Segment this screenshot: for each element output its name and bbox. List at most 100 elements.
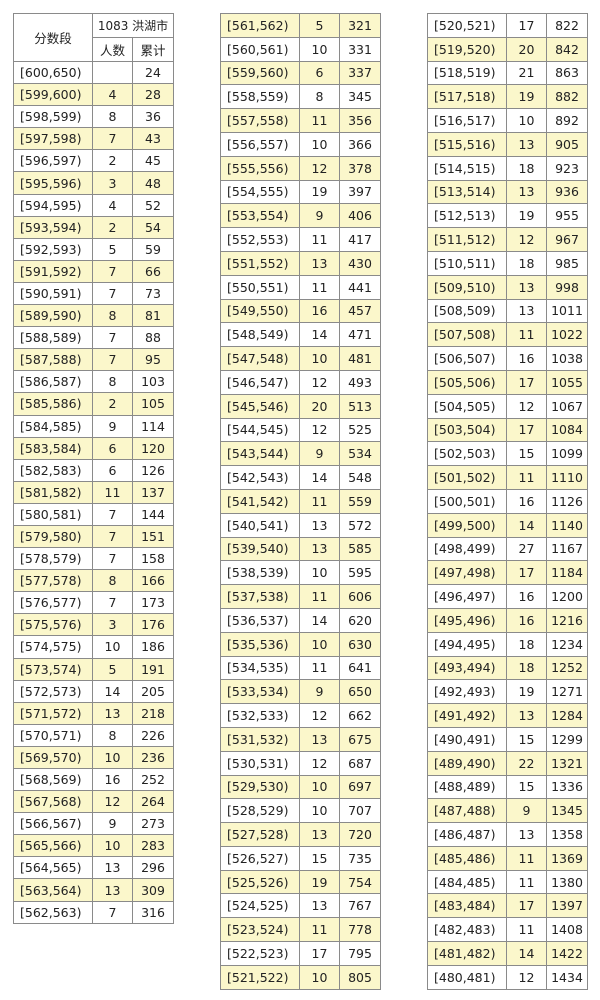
table-row: [513,514) 13 936 xyxy=(427,179,588,205)
score-range-cell: [540,541) xyxy=(220,512,300,538)
table-row: [520,521) 17 822 xyxy=(427,13,588,38)
cumulative-cell: 378 xyxy=(339,155,381,181)
count-cell: 10 xyxy=(506,108,547,133)
score-range-cell: [595,596) xyxy=(13,171,93,195)
score-range-cell: [496,497) xyxy=(427,584,507,609)
cumulative-cell: 24 xyxy=(131,60,175,85)
score-range-cell: [525,526) xyxy=(220,869,300,895)
cumulative-cell: 1110 xyxy=(546,465,588,490)
count-cell: 3 xyxy=(92,613,133,637)
cumulative-cell: 641 xyxy=(339,655,381,681)
table-row: [563,564) 13 309 xyxy=(13,878,175,902)
table-row: [575,576) 3 176 xyxy=(13,613,175,637)
count-cell: 8 xyxy=(92,105,133,129)
table-row: [532,533) 12 662 xyxy=(220,703,381,728)
cumulative-cell: 417 xyxy=(339,227,381,252)
cumulative-cell: 662 xyxy=(339,703,381,728)
score-range-cell: [593,594) xyxy=(13,215,93,239)
count-cell: 12 xyxy=(299,703,340,728)
count-cell: 16 xyxy=(506,346,547,371)
count-cell: 5 xyxy=(299,13,340,38)
score-range-cell: [494,495) xyxy=(427,631,507,657)
table-row: [510,511) 18 985 xyxy=(427,250,588,276)
table-row: [524,525) 13 767 xyxy=(220,893,381,919)
score-range-cell: [528,529) xyxy=(220,798,300,824)
score-range-cell: [500,501) xyxy=(427,488,507,514)
score-table-3: [520,521) 17 822 [519,520) 20 842 [518,519) 21 8… xyxy=(427,13,588,990)
table-row: [546,547) 12 493 xyxy=(220,369,381,395)
cumulative-cell: 481 xyxy=(339,346,381,371)
table-row: [528,529) 10 707 xyxy=(220,798,381,824)
count-cell: 19 xyxy=(299,179,340,205)
score-range-cell: [598,599) xyxy=(13,105,93,129)
cumulative-cell: 337 xyxy=(339,60,381,86)
score-range-cell: [506,507) xyxy=(427,346,507,371)
count-cell: 8 xyxy=(92,723,133,747)
cumulative-cell: 534 xyxy=(339,441,381,467)
count-cell: 20 xyxy=(299,393,340,419)
count-cell: 8 xyxy=(92,304,133,328)
score-range-cell: [517,518) xyxy=(427,84,507,110)
cumulative-cell: 1299 xyxy=(546,726,588,752)
count-cell: 14 xyxy=(506,512,547,538)
cumulative-cell: 273 xyxy=(131,812,175,836)
table-row: [482,483) 11 1408 xyxy=(427,917,588,943)
count-cell: 17 xyxy=(506,369,547,395)
count-cell: 13 xyxy=(299,726,340,752)
count-cell: 3 xyxy=(92,171,133,195)
count-cell: 11 xyxy=(506,917,547,943)
score-range-cell: [497,498) xyxy=(427,560,507,586)
cumulative-cell: 767 xyxy=(339,893,381,919)
score-range-cell: [544,545) xyxy=(220,417,300,443)
score-range-cell: [531,532) xyxy=(220,726,300,752)
count-cell: 12 xyxy=(506,393,547,419)
score-range-cell: [589,590) xyxy=(13,304,93,328)
table-row: [506,507) 16 1038 xyxy=(427,346,588,371)
table-row: [497,498) 17 1184 xyxy=(427,560,588,586)
table-row: [507,508) 11 1022 xyxy=(427,322,588,348)
count-cell: 13 xyxy=(299,536,340,562)
table-row: [565,566) 10 283 xyxy=(13,834,175,858)
table-row: [504,505) 12 1067 xyxy=(427,393,588,419)
table-row: [523,524) 11 778 xyxy=(220,917,381,943)
cumulative-cell: 296 xyxy=(131,856,175,880)
score-range-cell: [512,513) xyxy=(427,203,507,229)
score-range-cell: [567,568) xyxy=(13,790,93,814)
score-range-cell: [532,533) xyxy=(220,703,300,728)
score-range-cell: [493,494) xyxy=(427,655,507,681)
score-range-cell: [536,537) xyxy=(220,607,300,633)
score-range-cell: [543,544) xyxy=(220,441,300,467)
score-range-cell: [542,543) xyxy=(220,465,300,490)
count-cell: 10 xyxy=(299,346,340,371)
table-row: [539,540) 13 585 xyxy=(220,536,381,562)
score-range-cell: [573,574) xyxy=(13,657,93,681)
score-range-cell: [520,521) xyxy=(427,13,507,38)
score-range-cell: [563,564) xyxy=(13,878,93,902)
table-row: [562,563) 7 316 xyxy=(13,900,175,924)
count-cell: 10 xyxy=(299,36,340,62)
score-range-cell: [560,561) xyxy=(220,36,300,62)
count-cell: 19 xyxy=(506,84,547,110)
count-cell: 21 xyxy=(506,60,547,86)
table-row: [568,569) 16 252 xyxy=(13,767,175,792)
score-range-cell: [594,595) xyxy=(13,193,93,217)
table-row: [594,595) 4 52 xyxy=(13,193,175,217)
cumulative-cell: 754 xyxy=(339,869,381,895)
count-cell: 14 xyxy=(299,322,340,348)
table-row: [557,558) 11 356 xyxy=(220,108,381,133)
cumulative-cell: 331 xyxy=(339,36,381,62)
score-range-cell: [557,558) xyxy=(220,108,300,133)
cumulative-cell: 1408 xyxy=(546,917,588,943)
table-row: [512,513) 19 955 xyxy=(427,203,588,229)
table-row: [518,519) 21 863 xyxy=(427,60,588,86)
count-cell: 8 xyxy=(92,370,133,394)
score-range-cell: [541,542) xyxy=(220,488,300,514)
cumulative-cell: 264 xyxy=(131,790,175,814)
cumulative-cell: 59 xyxy=(131,237,175,261)
score-range-cell: [513,514) xyxy=(427,179,507,205)
table-row: [553,554) 9 406 xyxy=(220,203,381,229)
score-range-cell: [483,484) xyxy=(427,893,507,919)
score-range-cell: [495,496) xyxy=(427,607,507,633)
score-range-cell: [526,527) xyxy=(220,845,300,871)
cumulative-cell: 316 xyxy=(131,900,175,924)
